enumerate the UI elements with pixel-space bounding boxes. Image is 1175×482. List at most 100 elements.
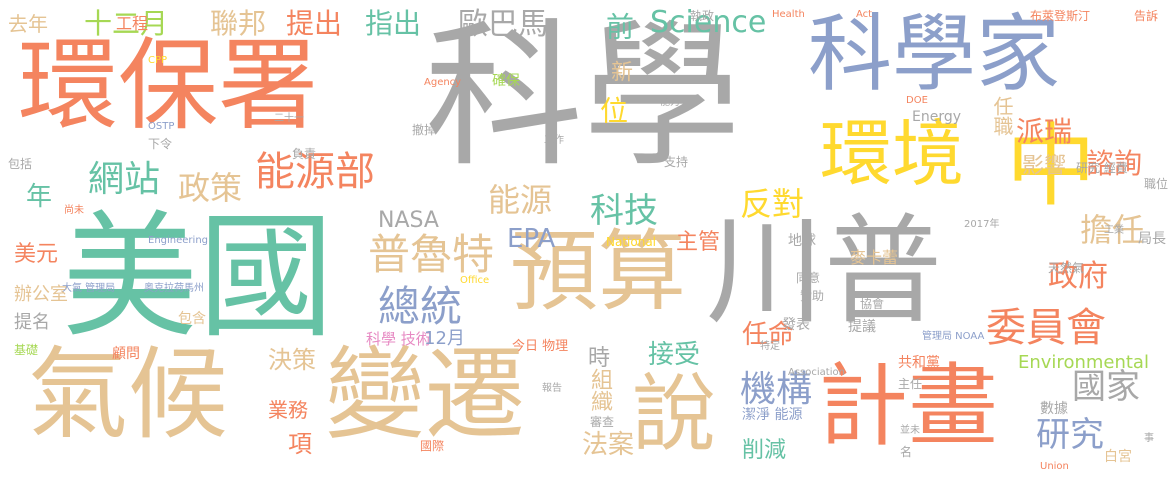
word-republican: 共和黨 [898, 355, 940, 371]
word-including: 包括 [8, 157, 33, 171]
word-matter: 事 [1144, 433, 1154, 444]
word-environmental: Environmental [1018, 352, 1149, 373]
word-engineering-en: Engineering [148, 235, 208, 246]
word-say: 說 [632, 365, 717, 463]
word-national: National [606, 235, 657, 249]
word-business: 業務 [268, 398, 308, 422]
word-serve: 擔任 [1080, 211, 1145, 249]
word-foundation: 基礎 [14, 343, 39, 357]
word-research: 研究 [1036, 415, 1104, 455]
word-science-en: Science [650, 5, 767, 40]
word-budget: 預算 [510, 220, 687, 323]
word-include: 包含 [178, 311, 206, 327]
word-energy-en: Energy [912, 109, 962, 125]
word-epa-zh: 環保署 [18, 27, 318, 144]
word-scientist: 科學家 [808, 5, 1061, 103]
word-advisor: 顧問 [112, 346, 140, 362]
word-new: 新 [607, 60, 632, 82]
word-science: 科學 [425, 5, 741, 189]
word-bridenstine: 布萊登斯汀 [1030, 9, 1091, 23]
word-office-zh: 辦公室 [14, 284, 68, 305]
word-appoint: 任命 [742, 320, 795, 350]
word-point-out: 指出 [365, 7, 422, 40]
word-time: 時 [588, 346, 611, 371]
word-white-house: 白宮 [1104, 449, 1132, 465]
word-doe-zh: 能源部 [255, 149, 375, 195]
word-doe: DOE [906, 95, 928, 106]
word-agency: 機構 [740, 369, 813, 410]
word-support: 支持 [664, 155, 689, 169]
word-usa: 美國 [62, 199, 334, 357]
word-post: 職位 [1144, 177, 1169, 191]
word-natural-gas: 天然氣 [1048, 261, 1085, 275]
word-sponsor: 贊助 [800, 289, 825, 303]
word-cpp: CPP [148, 55, 168, 66]
word-nominate: 提名 [14, 312, 50, 333]
word-committee: 委員會 [986, 305, 1106, 351]
word-plan: 計畫 [818, 354, 998, 459]
word-association: 協會 [860, 297, 885, 311]
word-middle: 中 [1006, 114, 1096, 219]
word-december: 12月 [424, 328, 465, 349]
word-work: 工作 [544, 135, 564, 146]
word-mccarthy: 麥卡蕾 [850, 248, 899, 267]
word-publish: 發表 [782, 317, 810, 333]
word-pruitt: 普魯特 [368, 230, 495, 279]
word-energy: 能源 [488, 181, 553, 219]
word-physics-today: 今日 物理 [512, 339, 569, 354]
word-association-en: Association [788, 367, 845, 378]
word-oppose: 反對 [740, 185, 805, 223]
word-remove: 撤掉 [412, 123, 437, 137]
word-former: 前 [602, 12, 635, 40]
word-health: Health [772, 9, 805, 20]
word-obama: 歐巴馬 [458, 7, 548, 42]
word-nation: 國家 [1072, 367, 1140, 407]
word-noaa: 管理局 NOAA [922, 331, 985, 342]
word-engineering: 工程 [116, 14, 149, 33]
word-not-yet: 尚未 [64, 205, 84, 216]
word-ensure: 確保 [492, 73, 520, 89]
word-noaa-zh: 大氣 管理局 [62, 283, 116, 294]
word-impact: 影響 [1022, 154, 1067, 179]
word-bill: 法案 [582, 430, 635, 460]
word-director-general: 局長 [1138, 231, 1166, 247]
word-agree: 同意 [796, 271, 821, 285]
word-2017: 2017年 [964, 219, 1000, 230]
word-order: 下令 [148, 137, 173, 151]
word-specific: 特定 [760, 341, 780, 352]
word-year: 年 [26, 182, 53, 212]
word-agency-en: Agency [424, 77, 462, 88]
word-climate: 氣候 [28, 336, 228, 453]
word-director: 主任 [898, 377, 923, 391]
word-government: 政府 [1048, 259, 1108, 294]
word-act: Act [856, 9, 873, 20]
word-office-en: Office [460, 275, 490, 286]
word-international: 國際 [420, 439, 445, 453]
word-environment: 環境 [820, 112, 965, 196]
word-ostp: OSTP [148, 121, 175, 132]
word-president: 總統 [378, 282, 463, 331]
word-research-funding: 研究 經費 [1076, 161, 1128, 175]
word-name: 名 [900, 445, 913, 459]
word-propose: 提出 [286, 7, 343, 40]
word-website: 網站 [88, 159, 161, 200]
word-report: 報告 [542, 383, 562, 394]
word-industry: 工業 [1104, 225, 1124, 236]
word-accept: 接受 [648, 340, 701, 370]
word-item: 項 [288, 430, 312, 458]
word-supervisor: 主管 [676, 230, 721, 255]
word-perry: 派瑞 [1016, 115, 1073, 148]
word-position: 位 [596, 96, 629, 124]
word-take-office: 任職 [990, 96, 1014, 136]
word-technology: 科技 [590, 191, 658, 231]
word-twenty-one: 二十一 [274, 113, 304, 124]
word-usd: 美元 [14, 242, 59, 267]
word-administration: 執政 [690, 9, 715, 23]
word-did-not: 並未 [900, 425, 920, 436]
word-consult: 諮詢 [1086, 147, 1143, 180]
word-ability: 能力 [660, 97, 680, 108]
word-data: 數據 [1040, 401, 1068, 417]
word-nasa: NASA [378, 208, 439, 233]
word-responsible: 負責 [292, 147, 317, 161]
